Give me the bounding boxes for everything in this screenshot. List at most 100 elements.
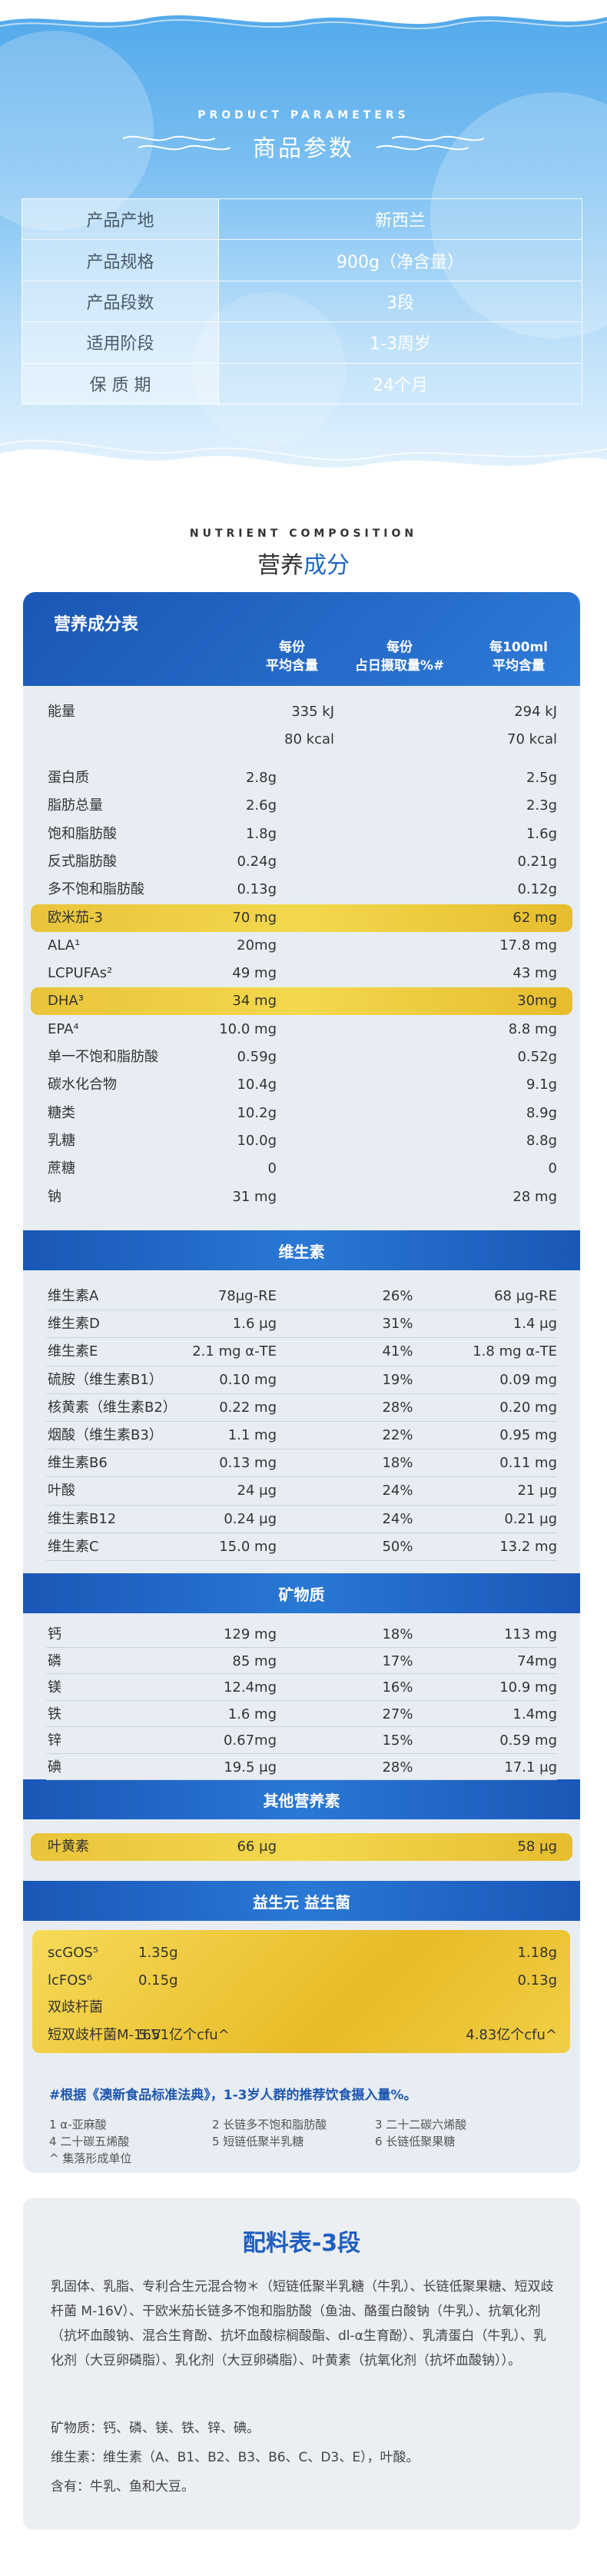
row-name: 碳水化合物: [48, 1077, 117, 1093]
column-header-line: 每100ml: [489, 640, 549, 655]
row-value-per-100ml: 0.59 mg: [499, 1732, 557, 1749]
row-value-per-serving: 0: [267, 1160, 277, 1177]
column-header-daily-intake: 每份 占日摄取量%#: [338, 638, 461, 675]
row-name: 短双歧杆菌M-16V: [48, 2026, 161, 2043]
column-header-line: 每份: [279, 640, 305, 655]
column-header-line: 平均含量: [493, 658, 545, 674]
row-name: 蔗糖: [48, 1160, 75, 1177]
row-value-per-serving: 0.22 mg: [219, 1399, 277, 1416]
column-header-per-100ml: 每100ml 平均含量: [465, 638, 572, 675]
row-value-per-serving: 0.59g: [237, 1049, 277, 1065]
footnote-item: 4 二十碳五烯酸: [49, 2135, 130, 2148]
table-row: LCPUFAs² 49 mg 43 mg: [31, 960, 572, 987]
ingredients-card: 配料表-3段 乳固体、乳脂、专利合生元混合物＊（短链低聚半乳糖（牛乳）、长链低聚…: [23, 2198, 580, 2530]
nutrient-title-cn: 营养成分: [0, 546, 607, 580]
row-value-per-100ml: 1.8 mg α-TE: [473, 1343, 557, 1360]
row-value-per-100ml: 28 mg: [512, 1188, 557, 1205]
params-row: 适用阶段 1-3周岁: [22, 322, 582, 364]
row-value-per-100ml: 2.5g: [526, 770, 557, 786]
params-value: 1-3周岁: [370, 334, 431, 354]
row-value-per-serving: 0.15g: [138, 1972, 178, 1989]
table-row: 多不饱和脂肪酸 0.13g 0.12g: [31, 876, 572, 904]
row-name: 能量: [48, 704, 75, 720]
footnote-main: #根据《澳新食品标准法典》，1-3岁人群的推荐饮食摄入量%。: [49, 2088, 417, 2103]
row-name: 磷: [48, 1652, 61, 1669]
row-value-per-serving: 34 mg: [232, 993, 277, 1010]
row-value-daily-intake: 24%: [382, 1483, 413, 1499]
section-band-probiotics: 益生元 益生菌: [23, 1881, 580, 1921]
wave-top-decoration: [0, 0, 607, 30]
row-value-daily-intake: 31%: [382, 1316, 413, 1333]
row-value-daily-intake: 17%: [382, 1652, 413, 1669]
params-label: 产品产地: [22, 199, 219, 240]
table-row: DHA³ 34 mg 30mg: [31, 987, 572, 1016]
nutrient-title-cn-part2: 成分: [304, 552, 350, 579]
params-value: 3段: [386, 293, 414, 313]
row-name: 硫胺（维生素B1）: [48, 1371, 163, 1388]
table-row: 饱和脂肪酸 1.8g 1.6g: [31, 820, 572, 848]
row-name: 锌: [48, 1732, 61, 1749]
ingredients-title: 配料表-3段: [242, 2230, 361, 2257]
row-divider: [46, 1504, 557, 1506]
row-name: 欧米茄-3: [48, 909, 103, 926]
row-value-daily-intake: 22%: [382, 1427, 413, 1443]
row-divider: [46, 1699, 557, 1701]
row-value-per-serving: 20mg: [237, 937, 277, 954]
row-value-per-serving: 0.13g: [237, 881, 277, 898]
row-value-per-serving: 19.5 μg: [224, 1759, 277, 1776]
row-value-per-100ml: 13.2 mg: [499, 1538, 557, 1555]
row-value-per-100ml: 68 μg-RE: [494, 1288, 557, 1304]
params-row: 产品段数 3段: [22, 281, 582, 323]
table-row: lcFOS⁶ 0.15g 0.13g: [31, 1967, 572, 1995]
row-value-per-100ml: 0.52g: [517, 1049, 557, 1065]
row-value-per-100ml: 74mg: [517, 1652, 557, 1669]
row-value-per-serving: 24 μg: [237, 1483, 277, 1499]
table-row: 烟酸（维生素B3） 1.1 mg 22% 0.95 mg: [31, 1422, 572, 1449]
table-row: 短双歧杆菌M-16V 5.51亿个cfu^ 4.83亿个cfu^: [31, 2022, 572, 2049]
row-divider: [46, 1421, 557, 1422]
footnote-item: ^ 集落形成单位: [49, 2152, 132, 2165]
row-name: 维生素D: [48, 1316, 100, 1333]
params-label: 适用阶段: [22, 322, 219, 363]
section-band-minerals: 矿物质: [23, 1573, 580, 1613]
table-row: 乳糖 10.0g 8.8g: [31, 1127, 572, 1155]
row-value-per-100ml: 0.11 mg: [499, 1455, 557, 1472]
row-divider: [46, 1673, 557, 1674]
row-value-per-100ml: 21 μg: [517, 1483, 557, 1499]
row-divider: [46, 1752, 557, 1754]
row-value-per-100ml: 294 kJ: [514, 704, 557, 720]
row-divider: [46, 1337, 557, 1339]
row-value-per-100ml: 30mg: [517, 993, 557, 1010]
column-header-line: 占日摄取量%#: [354, 658, 445, 674]
params-row: 产品规格 900g（净含量）: [22, 240, 582, 281]
row-value-per-100ml: 8.9g: [526, 1104, 557, 1121]
table-row: 维生素B12 0.24 μg 24% 0.21 μg: [31, 1506, 572, 1533]
row-value-per-100ml: 58 μg: [517, 1839, 557, 1855]
row-value-daily-intake: 28%: [382, 1759, 413, 1776]
row-name: 维生素C: [48, 1538, 99, 1555]
row-name: 碘: [48, 1759, 61, 1776]
row-value-per-serving: 0.24 μg: [224, 1510, 277, 1527]
footnote-item: 2 长链多不饱和脂肪酸: [212, 2118, 327, 2132]
row-value-per-100ml: 17.1 μg: [504, 1759, 557, 1776]
table-row: 糖类 10.2g 8.9g: [31, 1100, 572, 1127]
row-value-per-serving: 1.6 mg: [227, 1706, 277, 1722]
row-name: 反式脂肪酸: [48, 853, 117, 870]
table-row: 核黄素（维生素B2） 0.22 mg 28% 0.20 mg: [31, 1394, 572, 1422]
column-header-per-serving: 每份 平均含量: [238, 638, 346, 675]
row-value-per-serving: 0.24g: [237, 853, 277, 870]
row-value-daily-intake: 18%: [382, 1626, 413, 1642]
table-row: 欧米茄-3 70 mg 62 mg: [31, 904, 572, 932]
table-row: 维生素C 15.0 mg 50% 13.2 mg: [31, 1533, 572, 1561]
footnote-item: 6 长链低聚果糖: [375, 2135, 456, 2148]
row-name: 乳糖: [48, 1132, 75, 1149]
row-name: LCPUFAs²: [48, 965, 113, 982]
row-value-per-100ml: 0.21 μg: [504, 1510, 557, 1527]
params-hero: PRODUCT PARAMETERS 商品参数 产品产地 新西兰 产品规格 90…: [0, 0, 607, 492]
row-divider: [46, 1560, 557, 1561]
row-value-per-serving: 70 mg: [232, 909, 277, 926]
row-value-per-100ml: 1.6g: [526, 825, 557, 842]
bubble-decoration: [0, 31, 154, 231]
column-header-line: 平均含量: [266, 658, 318, 674]
